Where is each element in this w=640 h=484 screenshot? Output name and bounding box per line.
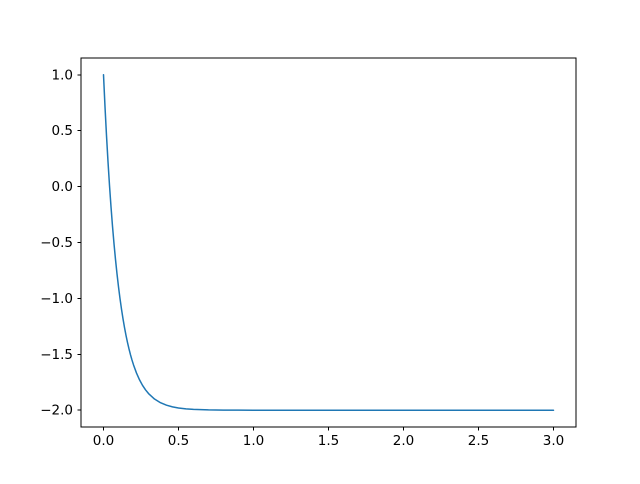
y-tick-label: 0.5 (52, 123, 73, 139)
x-tick-label: 0.5 (168, 433, 189, 449)
x-tick-label: 2.5 (468, 433, 489, 449)
x-tick-label: 1.0 (243, 433, 264, 449)
x-tick-label: 2.0 (393, 433, 414, 449)
y-tick-label: −1.0 (40, 291, 73, 307)
y-tick-label: −0.5 (40, 235, 73, 251)
x-tick-label: 1.5 (318, 433, 339, 449)
y-tick-label: 1.0 (52, 67, 73, 83)
y-tick-label: −1.5 (40, 347, 73, 363)
y-tick-label: −2.0 (40, 403, 73, 419)
series-line-0 (102, 74, 555, 411)
x-tick-label: 3.0 (543, 433, 564, 449)
y-tick-label: 0.0 (52, 179, 73, 195)
x-tick-label: 0.0 (93, 433, 114, 449)
